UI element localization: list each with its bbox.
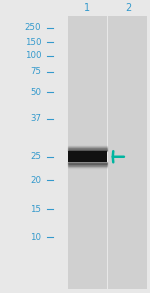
Text: 50: 50 (30, 88, 41, 97)
Text: 25: 25 (30, 152, 41, 161)
Bar (68, 16, 106, 289)
Text: 20: 20 (30, 176, 41, 185)
Bar (68, 151, 106, 162)
Bar (108, 16, 147, 289)
Text: 15: 15 (30, 205, 41, 214)
Text: 37: 37 (30, 114, 41, 123)
Text: 150: 150 (25, 38, 41, 47)
Text: 2: 2 (125, 3, 131, 13)
Text: 1: 1 (84, 3, 90, 13)
Text: 100: 100 (25, 51, 41, 60)
Text: 250: 250 (25, 23, 41, 32)
Text: 75: 75 (30, 67, 41, 76)
Text: 10: 10 (30, 233, 41, 242)
